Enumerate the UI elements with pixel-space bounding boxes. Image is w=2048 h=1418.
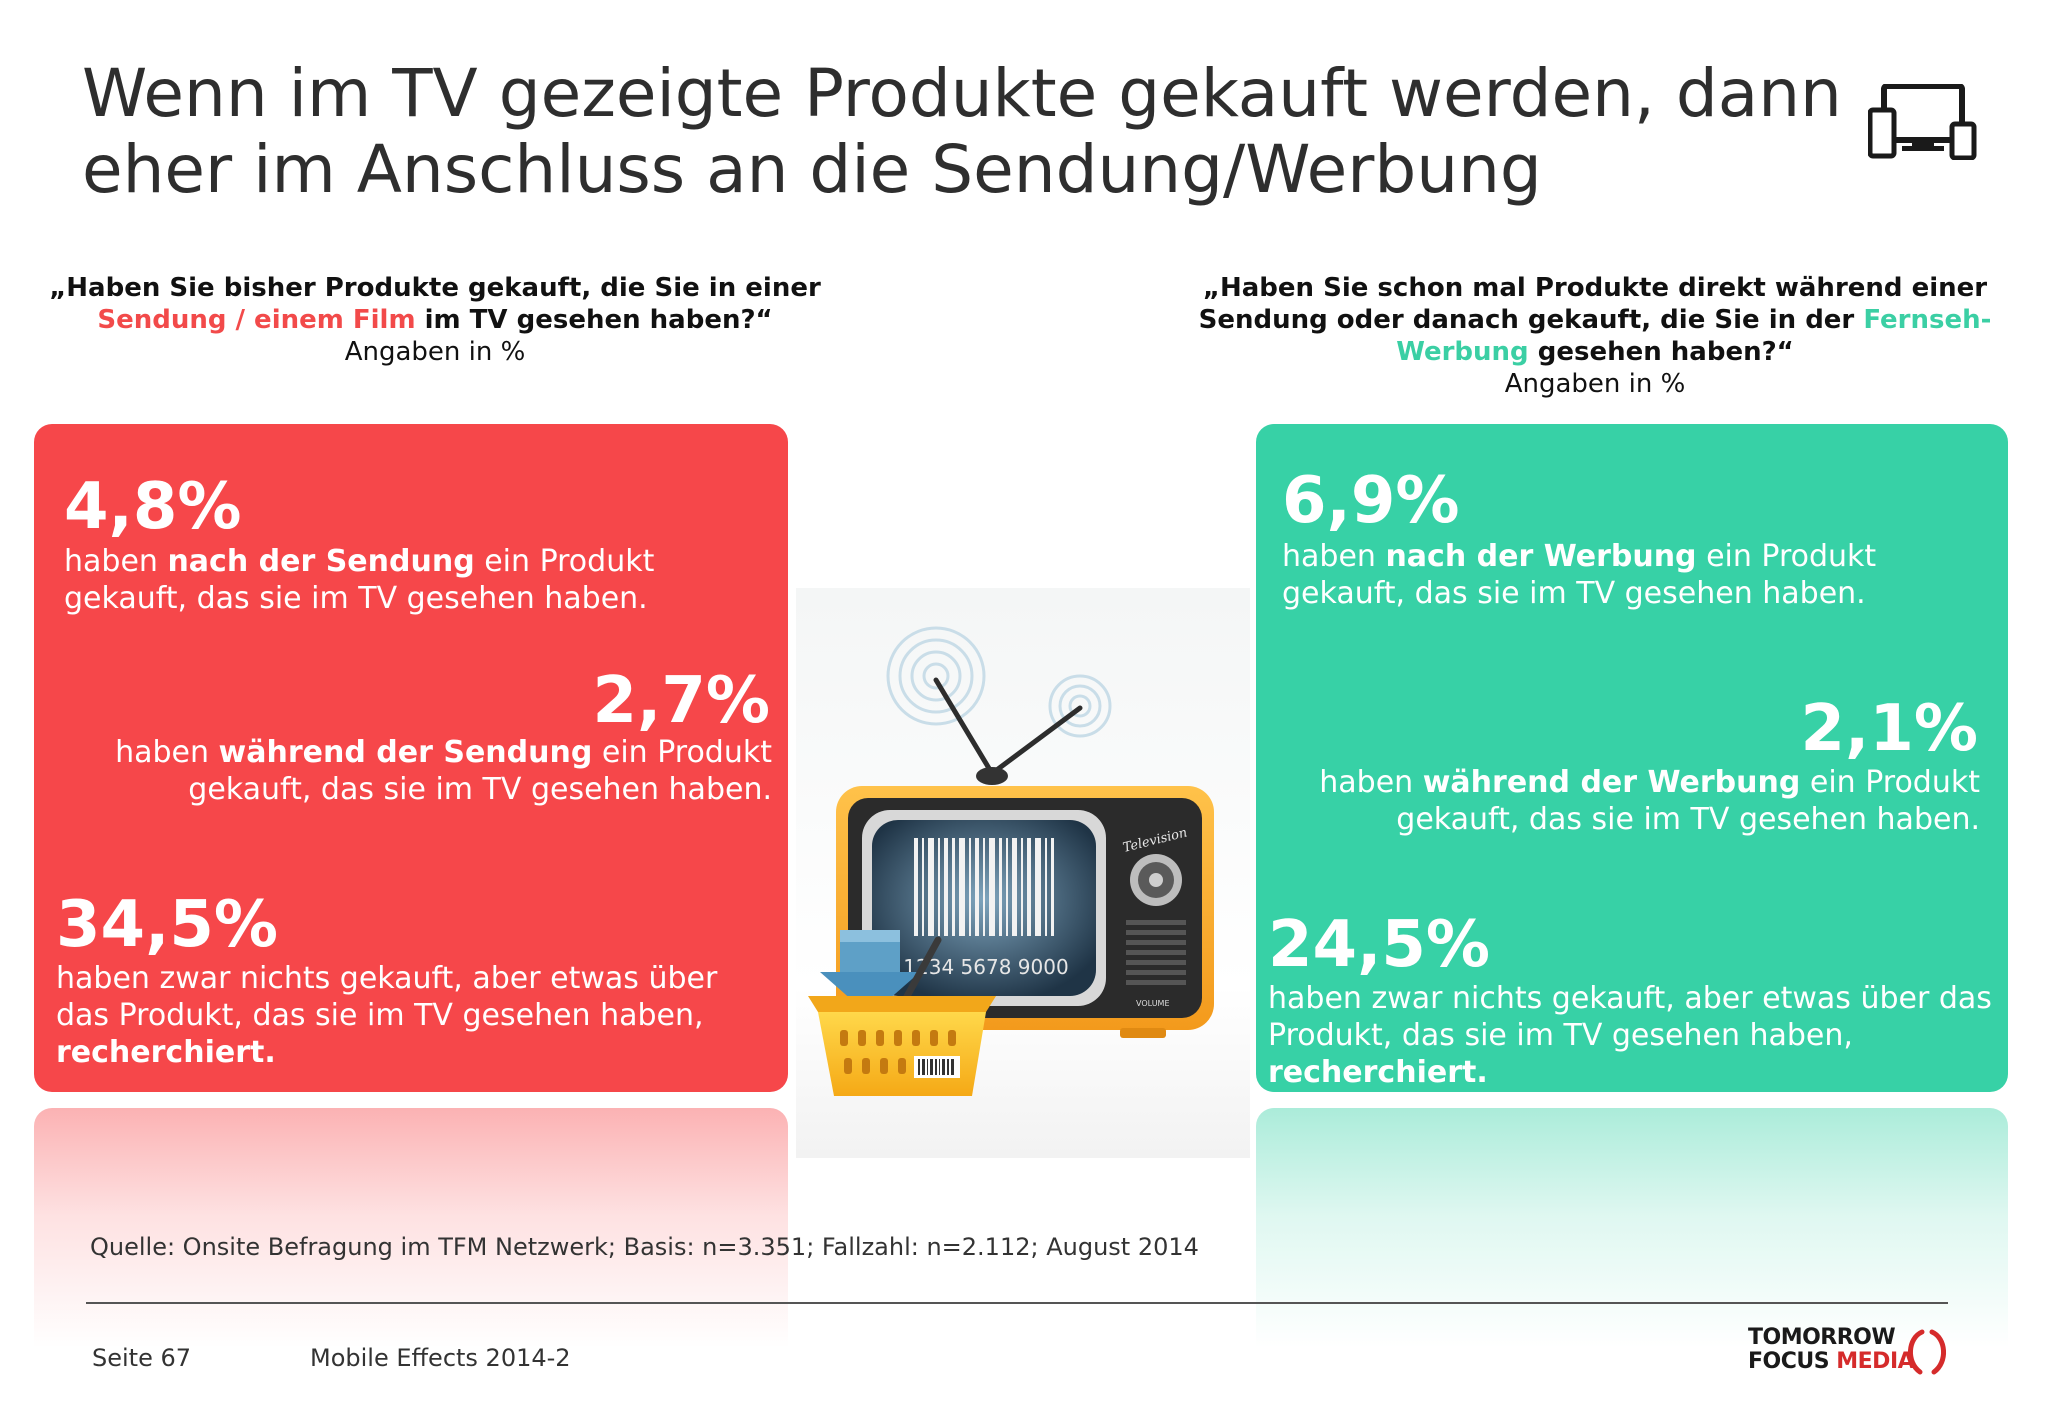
page-title: Wenn im TV gezeigte Produkte gekauft wer… xyxy=(82,56,1842,208)
right-stat-1-text: haben nach der Werbung ein Produkt gekau… xyxy=(1282,538,1876,612)
question-left-line-1: „Haben Sie bisher Produkte gekauft, die … xyxy=(49,273,821,303)
shopping-basket-icon xyxy=(808,936,996,1096)
question-right: „Haben Sie schon mal Produkte direkt wäh… xyxy=(1180,272,2010,400)
left-stat-2-bold: während der Sendung xyxy=(218,735,593,770)
question-left-unit: Angaben in % xyxy=(344,337,526,367)
multi-device-icon xyxy=(1868,84,1977,160)
tomorrow-focus-media-logo: TOMORROW FOCUS MEDIA xyxy=(1748,1326,1958,1376)
right-stat-2-pre: haben xyxy=(1319,765,1423,800)
question-right-line-2: Sendung oder danach gekauft, die Sie in … xyxy=(1180,304,2010,336)
left-stat-1-pre: haben xyxy=(64,544,168,579)
footer-divider xyxy=(86,1302,1948,1304)
left-stat-1-post: ein Produkt xyxy=(474,544,655,579)
question-left-line-2: Sendung / einem Film im TV gesehen haben… xyxy=(30,304,840,336)
left-stat-2-value: 2,7% xyxy=(592,664,771,738)
right-stat-1-post: ein Produkt xyxy=(1696,539,1877,574)
right-stat-2-post: ein Produkt xyxy=(1800,765,1980,800)
volume-label: VOLUME xyxy=(1136,999,1170,1008)
question-right-line-3: Werbung gesehen haben?“ xyxy=(1180,336,2010,368)
question-left-highlight: Sendung / einem Film xyxy=(97,305,416,335)
question-right-line-3-rest: gesehen haben?“ xyxy=(1528,337,1794,367)
right-stat-1-pre: haben xyxy=(1282,539,1386,574)
question-right-highlight-b: Werbung xyxy=(1396,337,1529,367)
right-stat-2-value: 2,1% xyxy=(1800,692,1979,766)
signal-waves-left xyxy=(886,626,986,726)
right-stat-3-bold: recherchiert. xyxy=(1268,1055,1488,1090)
page-title-line-1: Wenn im TV gezeigte Produkte gekauft wer… xyxy=(82,55,1842,132)
signal-waves-right xyxy=(1048,674,1112,738)
right-stat-1-value: 6,9% xyxy=(1282,464,1460,538)
left-stat-1-bold: nach der Sendung xyxy=(167,544,475,579)
question-left: „Haben Sie bisher Produkte gekauft, die … xyxy=(30,272,840,368)
panel-right xyxy=(1256,424,2008,1092)
left-stat-2-text: haben während der Sendung ein Produkt ge… xyxy=(80,734,772,808)
panel-left xyxy=(34,424,788,1092)
tv-shopping-illustration: 1234 5678 9000 Television VOLUME xyxy=(808,626,1214,1096)
left-stat-3-text: haben zwar nichts gekauft, aber etwas üb… xyxy=(56,960,717,1071)
download-arrow-icon xyxy=(820,930,920,1016)
right-stat-3-text: haben zwar nichts gekauft, aber etwas üb… xyxy=(1268,980,1992,1091)
question-right-highlight-a: Fernseh- xyxy=(1863,305,1992,335)
question-right-line-2-pre: Sendung oder danach gekauft, die Sie in … xyxy=(1198,305,1864,335)
logo-line-2: FOCUS MEDIA xyxy=(1748,1350,1958,1374)
left-stat-2-line-2: gekauft, das sie im TV gesehen haben. xyxy=(188,772,772,807)
panel-left-reflection xyxy=(34,1108,788,1348)
left-stat-3-bold: recherchiert. xyxy=(56,1035,276,1070)
right-stat-1-bold: nach der Werbung xyxy=(1385,539,1697,574)
right-stat-3-value: 24,5% xyxy=(1268,908,1491,982)
logo-line-1: TOMORROW xyxy=(1748,1325,1896,1350)
left-stat-3-value: 34,5% xyxy=(56,888,279,962)
left-stat-2-post: ein Produkt xyxy=(592,735,772,770)
page-title-line-2: eher im Anschluss an die Sendung/Werbung xyxy=(82,131,1542,208)
right-stat-2-line-2: gekauft, das sie im TV gesehen haben. xyxy=(1396,802,1980,837)
left-stat-1-value: 4,8% xyxy=(64,470,242,544)
right-stat-2-bold: während der Werbung xyxy=(1422,765,1801,800)
logo-swoosh-icon xyxy=(1908,1329,1946,1375)
left-stat-3-line-1: haben zwar nichts gekauft, aber etwas üb… xyxy=(56,961,718,996)
left-stat-1-line-2: gekauft, das sie im TV gesehen haben. xyxy=(64,581,648,616)
question-right-line-1: „Haben Sie schon mal Produkte direkt wäh… xyxy=(1202,273,1988,303)
right-stat-1-line-2: gekauft, das sie im TV gesehen haben. xyxy=(1282,576,1866,611)
barcode-icon xyxy=(914,838,1054,936)
right-stat-3-line-2: Produkt, das sie im TV gesehen haben, xyxy=(1268,1018,1853,1053)
panel-right-reflection xyxy=(1256,1108,2008,1348)
left-stat-3-line-2: das Produkt, das sie im TV gesehen haben… xyxy=(56,998,704,1033)
right-stat-3-line-1: haben zwar nichts gekauft, aber etwas üb… xyxy=(1268,981,1992,1016)
document-name: Mobile Effects 2014-2 xyxy=(310,1344,571,1372)
logo-focus: FOCUS xyxy=(1748,1349,1830,1374)
question-left-line-2-rest: im TV gesehen haben?“ xyxy=(415,305,773,335)
page-number: Seite 67 xyxy=(92,1344,192,1372)
logo-media: MEDIA xyxy=(1836,1349,1915,1374)
question-right-unit: Angaben in % xyxy=(1504,369,1686,399)
left-stat-1-text: haben nach der Sendung ein Produkt gekau… xyxy=(64,543,654,617)
source-note: Quelle: Onsite Befragung im TFM Netzwerk… xyxy=(90,1233,1199,1261)
right-stat-2-text: haben während der Werbung ein Produkt ge… xyxy=(1290,764,1980,838)
left-stat-2-pre: haben xyxy=(115,735,219,770)
